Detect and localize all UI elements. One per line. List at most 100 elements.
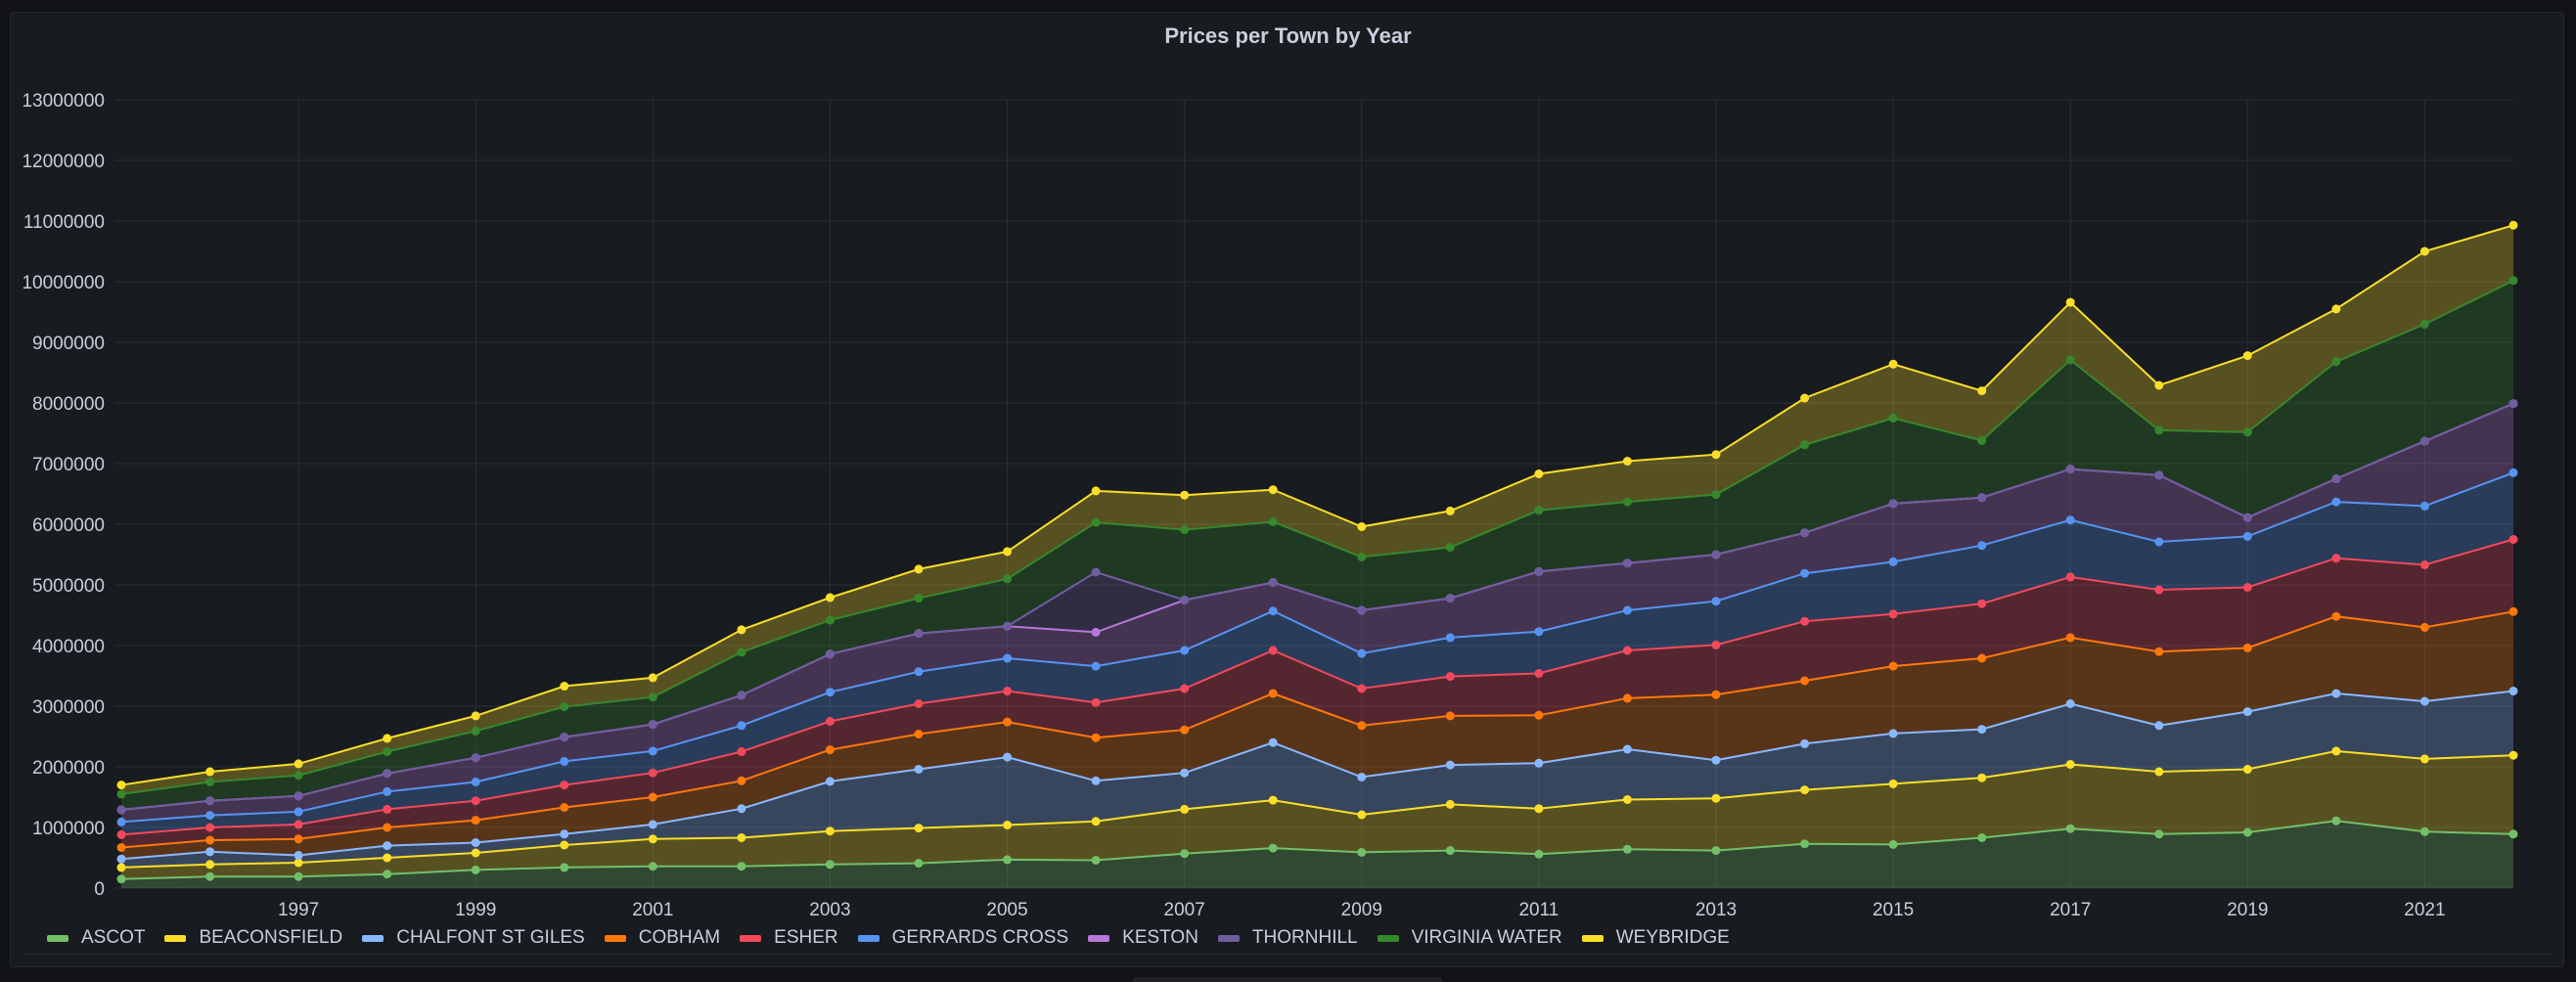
point-virginia-water[interactable] <box>1711 490 1721 500</box>
point-weybridge[interactable] <box>1091 486 1101 496</box>
point-gerrards-cross[interactable] <box>1268 606 1278 616</box>
point-virginia-water[interactable] <box>383 747 392 756</box>
point-beaconsfield[interactable] <box>1534 804 1544 814</box>
point-virginia-water[interactable] <box>1357 553 1367 561</box>
point-ascot[interactable] <box>914 859 924 869</box>
point-weybridge[interactable] <box>383 734 392 743</box>
point-weybridge[interactable] <box>1534 469 1544 478</box>
point-virginia-water[interactable] <box>2508 276 2518 286</box>
point-virginia-water[interactable] <box>737 647 746 657</box>
point-chalfont-st-giles[interactable] <box>294 851 303 860</box>
point-virginia-water[interactable] <box>205 778 215 786</box>
point-gerrards-cross[interactable] <box>1091 661 1101 671</box>
legend-item-ascot[interactable]: ASCOT <box>47 927 145 949</box>
point-chalfont-st-giles[interactable] <box>1800 738 1810 748</box>
point-gerrards-cross[interactable] <box>560 756 569 766</box>
point-weybridge[interactable] <box>2508 220 2518 230</box>
point-ascot[interactable] <box>1180 849 1190 859</box>
point-esher[interactable] <box>383 804 392 814</box>
point-cobham[interactable] <box>1357 721 1367 731</box>
point-cobham[interactable] <box>560 803 569 812</box>
point-chalfont-st-giles[interactable] <box>825 777 835 786</box>
point-weybridge[interactable] <box>2331 304 2341 314</box>
point-chalfont-st-giles[interactable] <box>1622 744 1632 754</box>
point-esher[interactable] <box>116 829 126 839</box>
point-gerrards-cross[interactable] <box>2242 531 2252 541</box>
point-gerrards-cross[interactable] <box>1888 557 1898 566</box>
point-esher[interactable] <box>1800 616 1810 626</box>
point-ascot[interactable] <box>1622 844 1632 854</box>
point-virginia-water[interactable] <box>1534 506 1544 515</box>
point-weybridge[interactable] <box>737 625 746 635</box>
point-thornhill[interactable] <box>471 753 480 763</box>
point-esher[interactable] <box>1445 672 1455 682</box>
point-thornhill[interactable] <box>2242 513 2252 522</box>
point-virginia-water[interactable] <box>560 702 569 712</box>
resize-handle[interactable] <box>1133 977 1442 982</box>
point-esher[interactable] <box>1091 697 1101 707</box>
point-esher[interactable] <box>471 796 480 806</box>
point-cobham[interactable] <box>1091 733 1101 742</box>
point-ascot[interactable] <box>1888 839 1898 849</box>
point-cobham[interactable] <box>737 776 746 785</box>
point-gerrards-cross[interactable] <box>1357 648 1367 658</box>
point-chalfont-st-giles[interactable] <box>2419 696 2429 706</box>
point-beaconsfield[interactable] <box>1180 804 1190 814</box>
point-esher[interactable] <box>2065 572 2075 582</box>
point-esher[interactable] <box>648 768 657 778</box>
point-virginia-water[interactable] <box>1268 517 1278 526</box>
point-chalfont-st-giles[interactable] <box>1268 737 1278 747</box>
point-chalfont-st-giles[interactable] <box>383 841 392 851</box>
point-thornhill[interactable] <box>1445 594 1455 603</box>
legend-item-thornhill[interactable]: THORNHILL <box>1217 927 1358 949</box>
point-beaconsfield[interactable] <box>2065 760 2075 769</box>
point-beaconsfield[interactable] <box>2242 765 2252 774</box>
legend-item-esher[interactable]: ESHER <box>740 927 838 949</box>
point-chalfont-st-giles[interactable] <box>1357 773 1367 781</box>
point-ascot[interactable] <box>2154 829 2164 839</box>
point-thornhill[interactable] <box>1711 550 1721 559</box>
point-esher[interactable] <box>1888 609 1898 619</box>
point-cobham[interactable] <box>2508 606 2518 616</box>
point-virginia-water[interactable] <box>825 615 835 625</box>
point-esher[interactable] <box>1180 684 1190 693</box>
point-gerrards-cross[interactable] <box>205 811 215 821</box>
point-weybridge[interactable] <box>205 767 215 777</box>
point-virginia-water[interactable] <box>2065 355 2075 365</box>
point-gerrards-cross[interactable] <box>1534 627 1544 637</box>
point-virginia-water[interactable] <box>1180 525 1190 535</box>
point-gerrards-cross[interactable] <box>2154 537 2164 547</box>
point-weybridge[interactable] <box>1888 359 1898 369</box>
point-thornhill[interactable] <box>1357 605 1367 615</box>
point-chalfont-st-giles[interactable] <box>2508 687 2518 695</box>
point-chalfont-st-giles[interactable] <box>2331 689 2341 698</box>
point-thornhill[interactable] <box>2065 465 2075 474</box>
point-chalfont-st-giles[interactable] <box>2242 707 2252 717</box>
point-beaconsfield[interactable] <box>1711 793 1721 803</box>
point-weybridge[interactable] <box>1977 386 1987 396</box>
point-thornhill[interactable] <box>1888 499 1898 509</box>
point-virginia-water[interactable] <box>1800 440 1810 450</box>
legend-item-chalfont-st-giles[interactable]: CHALFONT ST GILES <box>362 927 585 949</box>
point-cobham[interactable] <box>1888 661 1898 671</box>
point-gerrards-cross[interactable] <box>1622 605 1632 615</box>
legend-item-virginia-water[interactable]: VIRGINIA WATER <box>1377 927 1562 949</box>
point-virginia-water[interactable] <box>2331 357 2341 367</box>
point-beaconsfield[interactable] <box>914 824 924 833</box>
point-cobham[interactable] <box>2065 633 2075 643</box>
point-weybridge[interactable] <box>471 711 480 721</box>
point-beaconsfield[interactable] <box>825 826 835 836</box>
point-weybridge[interactable] <box>1268 485 1278 495</box>
point-thornhill[interactable] <box>560 733 569 742</box>
point-cobham[interactable] <box>116 843 126 852</box>
point-beaconsfield[interactable] <box>1622 795 1632 804</box>
point-ascot[interactable] <box>560 863 569 872</box>
point-ascot[interactable] <box>471 865 480 874</box>
point-weybridge[interactable] <box>2419 246 2429 256</box>
point-thornhill[interactable] <box>914 629 924 639</box>
point-ascot[interactable] <box>1268 843 1278 853</box>
point-esher[interactable] <box>1003 687 1013 695</box>
point-cobham[interactable] <box>648 792 657 802</box>
point-thornhill[interactable] <box>1268 578 1278 587</box>
point-weybridge[interactable] <box>2242 351 2252 361</box>
